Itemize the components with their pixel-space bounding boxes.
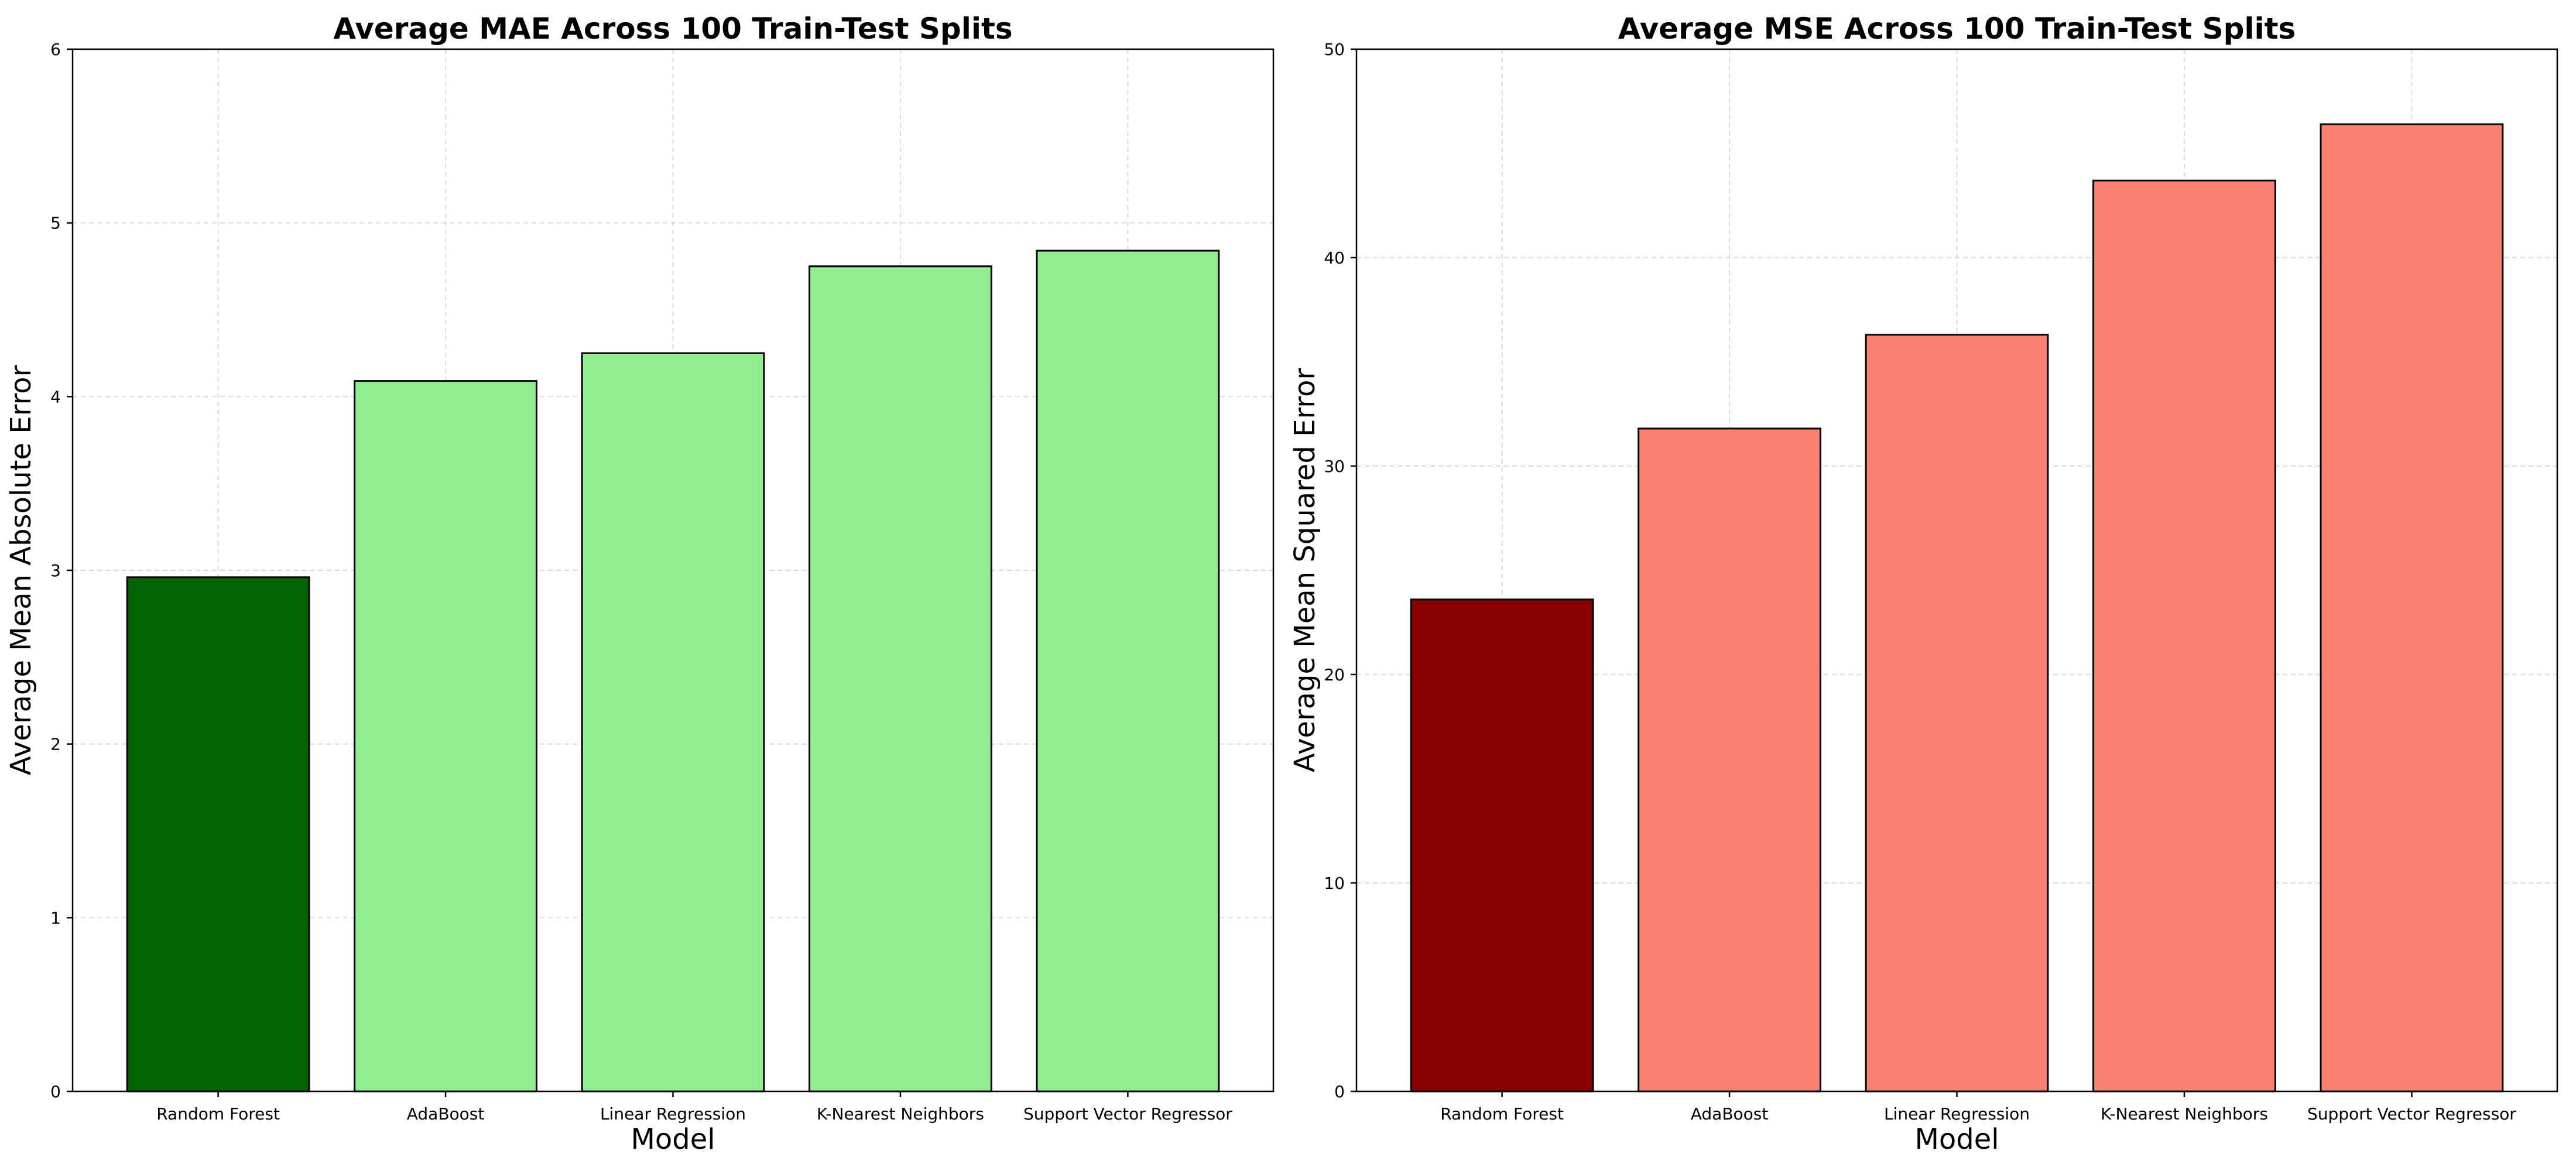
x-tick-label: Linear Regression	[600, 1104, 746, 1124]
bar-random-forest	[1410, 598, 1594, 1093]
y-tick-label: 2	[50, 735, 61, 754]
x-tick-label: AdaBoost	[407, 1104, 485, 1124]
bar-support-vector-regressor	[1036, 249, 1220, 1093]
bar-random-forest	[126, 576, 310, 1093]
x-tick-label: K-Nearest Neighbors	[817, 1104, 984, 1124]
y-tick-label: 1	[50, 908, 61, 927]
x-tick-label: Support Vector Regressor	[1023, 1104, 1232, 1124]
chart-title: Average MSE Across 100 Train-Test Splits	[1618, 12, 2296, 46]
bar-k-nearest-neighbors	[2092, 179, 2276, 1093]
y-tick-label: 0	[50, 1082, 61, 1101]
x-tick-label: Linear Regression	[1884, 1104, 2030, 1124]
x-tick-label: Support Vector Regressor	[2307, 1104, 2516, 1124]
y-tick-label: 6	[50, 40, 61, 59]
x-tick-label: AdaBoost	[1691, 1104, 1769, 1124]
bar-k-nearest-neighbors	[809, 265, 992, 1093]
y-tick-label: 40	[1324, 248, 1345, 268]
x-tick-label: K-Nearest Neighbors	[2101, 1104, 2268, 1124]
bar-adaboost	[1638, 427, 1821, 1093]
y-axis-label: Average Mean Squared Error	[1289, 368, 1321, 772]
y-axis-label: Average Mean Absolute Error	[5, 365, 37, 776]
mse-chart: 0 10 20 30 40 50 Random Forest AdaBoost Linear R…	[1289, 12, 2558, 1156]
y-tick-label: 20	[1324, 665, 1345, 684]
y-tick-label: 4	[50, 387, 61, 406]
chart-title: Average MAE Across 100 Train-Test Splits	[333, 12, 1012, 46]
y-tick-label: 50	[1324, 40, 1345, 59]
y-tick-label: 3	[50, 561, 61, 580]
y-tick-label: 30	[1324, 457, 1345, 476]
y-tick-label: 5	[50, 214, 61, 233]
x-axis-label: Model	[1914, 1123, 1999, 1156]
x-axis-label: Model	[631, 1123, 715, 1156]
bar-support-vector-regressor	[2320, 123, 2504, 1093]
bar-adaboost	[354, 380, 537, 1093]
y-tick-label: 0	[1334, 1082, 1345, 1101]
y-tick-label: 10	[1324, 874, 1345, 893]
x-tick-label: Random Forest	[1440, 1104, 1564, 1124]
bar-linear-regression	[581, 352, 765, 1093]
bar-linear-regression	[1865, 334, 2049, 1093]
x-tick-label: Random Forest	[156, 1104, 280, 1124]
mae-chart: 0 1 2 3 4 5 6 Random Forest AdaBoost Linear Regre…	[5, 12, 1275, 1156]
